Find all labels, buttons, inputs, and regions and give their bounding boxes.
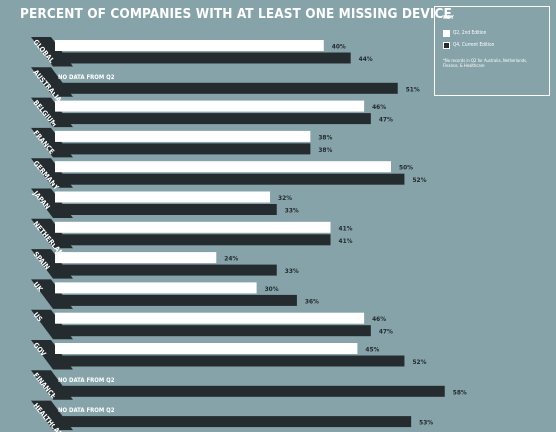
value-label-q2-spain: 24% <box>224 255 238 263</box>
value-label-q4-gov: 52% <box>412 358 426 366</box>
value-label-q4-australia: 51% <box>406 85 420 93</box>
bar-q2-gov <box>55 343 358 354</box>
value-label-q4-netherlands: 41% <box>339 237 353 245</box>
bar-q4-us <box>55 325 371 337</box>
value-label-q4-healthcare: 53% <box>419 419 433 427</box>
value-label-q2-global: 40% <box>332 43 346 51</box>
bar-q2-netherlands <box>55 221 331 233</box>
bar-q4-japan <box>55 204 277 215</box>
legend-item-q2: Q2, 2nd Edition <box>443 30 486 37</box>
bar-q4-france <box>55 143 311 155</box>
no-data-label-australia: NO DATA FROM Q2 <box>58 74 115 81</box>
legend-swatch-q2 <box>443 30 450 37</box>
value-label-q4-germany: 52% <box>412 176 426 184</box>
legend-title: KEY <box>443 15 454 21</box>
bar-q4-uk <box>55 294 297 306</box>
bar-q4-healthcare <box>55 416 412 428</box>
legend-swatch-q4 <box>443 42 450 49</box>
bar-q2-france <box>55 130 311 142</box>
bar-q2-japan <box>55 191 271 203</box>
bar-q4-finance <box>55 385 445 397</box>
bar-q2-belgium <box>55 100 365 112</box>
value-label-q2-us: 46% <box>372 315 386 323</box>
bar-q4-australia <box>55 82 398 94</box>
bar-q2-germany <box>55 161 391 173</box>
value-label-q4-finance: 58% <box>453 388 467 396</box>
value-label-q2-uk: 30% <box>265 285 279 293</box>
no-data-label-healthcare: NO DATA FROM Q2 <box>58 407 115 414</box>
value-label-q4-uk: 36% <box>305 297 319 305</box>
legend-note: *No records in Q2 for Australia, Netherl… <box>443 58 528 69</box>
no-data-label-finance: NO DATA FROM Q2 <box>58 377 115 384</box>
value-label-q2-germany: 50% <box>399 164 413 172</box>
value-label-q4-france: 38% <box>318 146 332 154</box>
value-label-q4-spain: 33% <box>285 267 299 275</box>
value-label-q4-belgium: 47% <box>379 116 393 124</box>
bar-q4-gov <box>55 355 405 367</box>
value-label-q2-gov: 45% <box>365 346 379 354</box>
bar-q4-germany <box>55 173 405 185</box>
bar-q4-spain <box>55 264 277 276</box>
bar-q4-global <box>55 52 351 64</box>
value-label-q2-netherlands: 41% <box>339 224 353 232</box>
bar-q2-spain <box>55 252 217 264</box>
value-label-q4-global: 44% <box>359 55 373 63</box>
legend-box: KEY Q2, 2nd Edition Q4, Current Edition … <box>434 6 550 96</box>
value-label-q4-us: 47% <box>379 328 393 336</box>
value-label-q2-belgium: 46% <box>372 103 386 111</box>
legend-label-q2: Q2, 2nd Edition <box>453 31 487 36</box>
legend-item-q4: Q4, Current Edition <box>443 42 494 49</box>
bar-q4-netherlands <box>55 234 331 246</box>
bar-q2-uk <box>55 282 257 294</box>
bar-q4-belgium <box>55 113 371 125</box>
value-label-q2-japan: 32% <box>278 194 292 202</box>
bar-q2-global <box>55 40 324 51</box>
bar-q2-us <box>55 312 365 324</box>
chart-title: PERCENT OF COMPANIES WITH AT LEAST ONE M… <box>20 6 452 22</box>
legend-label-q4: Q4, Current Edition <box>453 43 495 48</box>
value-label-q2-france: 38% <box>318 133 332 141</box>
value-label-q4-japan: 33% <box>285 207 299 215</box>
